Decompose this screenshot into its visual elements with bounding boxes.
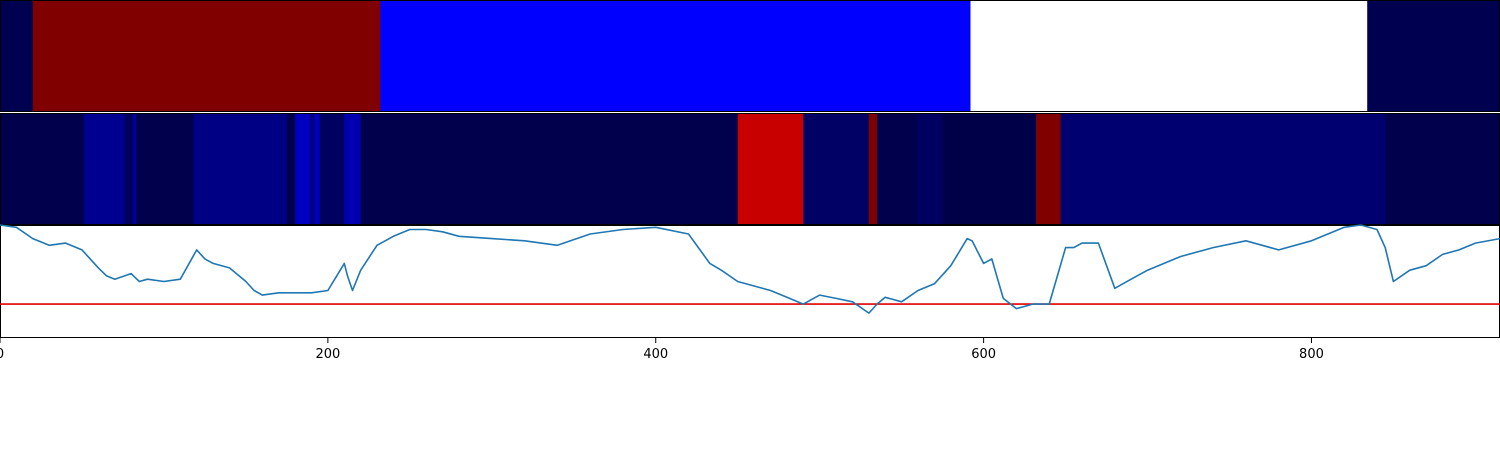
top-band-segment-3 [970,0,1368,112]
middle-band-segment-18 [942,113,1037,225]
top-band-segment-0 [0,0,34,112]
middle-band-segment-3 [132,113,137,225]
middle-band-segment-6 [286,113,296,225]
x-tick-label-2: 400 [643,347,668,362]
middle-band-segment-4 [136,113,195,225]
x-tick-label-1: 200 [315,347,340,362]
x-tick-label-0: 0 [0,347,4,362]
middle-band-segment-14 [803,113,870,225]
middle-band-segment-7 [295,113,311,225]
middle-band-segment-9 [314,113,321,225]
middle-band-segment-20 [1060,113,1386,225]
middle-band-segment-0 [0,113,85,225]
middle-band-segment-2 [124,113,134,225]
middle-band-segment-13 [737,113,804,225]
middle-heatmap-band [0,113,1500,225]
middle-band-segment-16 [877,113,919,225]
middle-band-segment-17 [918,113,944,225]
top-band-segment-4 [1367,0,1500,112]
middle-band-segment-21 [1385,113,1500,225]
middle-band-segment-15 [868,113,878,225]
middle-band-segment-8 [309,113,316,225]
signal-series-line [0,224,1500,314]
line-panel [0,224,1500,338]
middle-band-segment-10 [319,113,345,225]
top-band-segment-2 [380,0,972,112]
middle-band-segment-1 [83,113,126,225]
line-panel-frame [0,225,1500,338]
middle-band-segment-12 [360,113,739,225]
top-band-segment-1 [32,0,381,112]
x-tick-label-4: 800 [1299,347,1324,362]
middle-band-segment-5 [193,113,288,225]
x-tick-label-3: 600 [971,347,996,362]
top-heatmap-band [0,0,1500,112]
x-axis: 0 200 400 600 800 [0,338,1324,362]
middle-band-segment-11 [344,113,362,225]
middle-band-segment-19 [1036,113,1062,225]
